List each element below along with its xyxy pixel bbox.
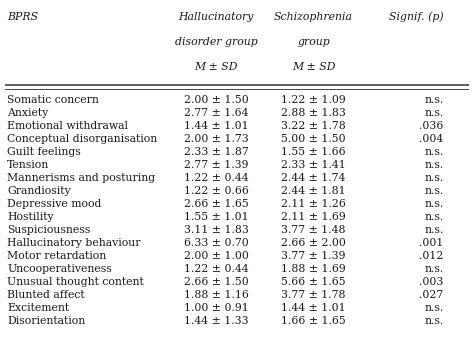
Text: 3.11 ± 1.83: 3.11 ± 1.83 (183, 225, 248, 235)
Text: 2.66 ± 1.65: 2.66 ± 1.65 (184, 199, 248, 209)
Text: 1.22 ± 1.09: 1.22 ± 1.09 (281, 95, 346, 105)
Text: Grandiosity: Grandiosity (7, 186, 71, 196)
Text: BPRS: BPRS (7, 12, 38, 22)
Text: .001: .001 (419, 238, 444, 248)
Text: Signif. (p): Signif. (p) (389, 12, 444, 22)
Text: Depressive mood: Depressive mood (7, 199, 101, 209)
Text: 1.44 ± 1.33: 1.44 ± 1.33 (184, 316, 248, 326)
Text: n.s.: n.s. (424, 303, 444, 313)
Text: 2.44 ± 1.74: 2.44 ± 1.74 (282, 173, 346, 183)
Text: Somatic concern: Somatic concern (7, 95, 99, 105)
Text: Suspiciousness: Suspiciousness (7, 225, 91, 235)
Text: n.s.: n.s. (424, 173, 444, 183)
Text: Mannerisms and posturing: Mannerisms and posturing (7, 173, 155, 183)
Text: Anxiety: Anxiety (7, 108, 48, 118)
Text: 2.33 ± 1.87: 2.33 ± 1.87 (184, 147, 248, 157)
Text: 2.66 ± 1.50: 2.66 ± 1.50 (184, 277, 248, 287)
Text: .004: .004 (419, 134, 444, 144)
Text: 1.55 ± 1.01: 1.55 ± 1.01 (184, 212, 248, 222)
Text: 1.00 ± 0.91: 1.00 ± 0.91 (184, 303, 248, 313)
Text: Guilt feelings: Guilt feelings (7, 147, 81, 157)
Text: 1.22 ± 0.44: 1.22 ± 0.44 (184, 264, 248, 274)
Text: Uncooperativeness: Uncooperativeness (7, 264, 112, 274)
Text: 3.22 ± 1.78: 3.22 ± 1.78 (281, 121, 346, 131)
Text: 2.00 ± 1.50: 2.00 ± 1.50 (184, 95, 248, 105)
Text: 5.00 ± 1.50: 5.00 ± 1.50 (282, 134, 346, 144)
Text: Blunted affect: Blunted affect (7, 290, 85, 300)
Text: 1.44 ± 1.01: 1.44 ± 1.01 (184, 121, 248, 131)
Text: Tension: Tension (7, 160, 49, 170)
Text: n.s.: n.s. (424, 147, 444, 157)
Text: disorder group: disorder group (175, 37, 257, 46)
Text: 2.77 ± 1.64: 2.77 ± 1.64 (184, 108, 248, 118)
Text: 1.88 ± 1.69: 1.88 ± 1.69 (281, 264, 346, 274)
Text: 2.00 ± 1.00: 2.00 ± 1.00 (183, 251, 248, 261)
Text: 2.33 ± 1.41: 2.33 ± 1.41 (281, 160, 346, 170)
Text: n.s.: n.s. (424, 212, 444, 222)
Text: Motor retardation: Motor retardation (7, 251, 106, 261)
Text: M ± SD: M ± SD (292, 62, 336, 72)
Text: 1.22 ± 0.66: 1.22 ± 0.66 (183, 186, 248, 196)
Text: 2.00 ± 1.73: 2.00 ± 1.73 (184, 134, 248, 144)
Text: 3.77 ± 1.39: 3.77 ± 1.39 (282, 251, 346, 261)
Text: 6.33 ± 0.70: 6.33 ± 0.70 (184, 238, 248, 248)
Text: .027: .027 (419, 290, 444, 300)
Text: Hallucinatory: Hallucinatory (178, 12, 254, 22)
Text: n.s.: n.s. (424, 199, 444, 209)
Text: .003: .003 (419, 277, 444, 287)
Text: M ± SD: M ± SD (194, 62, 238, 72)
Text: 2.11 ± 1.69: 2.11 ± 1.69 (281, 212, 346, 222)
Text: 1.88 ± 1.16: 1.88 ± 1.16 (183, 290, 248, 300)
Text: 1.22 ± 0.44: 1.22 ± 0.44 (184, 173, 248, 183)
Text: 1.66 ± 1.65: 1.66 ± 1.65 (281, 316, 346, 326)
Text: group: group (297, 37, 330, 46)
Text: Conceptual disorganisation: Conceptual disorganisation (7, 134, 157, 144)
Text: 3.77 ± 1.48: 3.77 ± 1.48 (282, 225, 346, 235)
Text: Disorientation: Disorientation (7, 316, 85, 326)
Text: Hostility: Hostility (7, 212, 54, 222)
Text: Emotional withdrawal: Emotional withdrawal (7, 121, 128, 131)
Text: n.s.: n.s. (424, 160, 444, 170)
Text: n.s.: n.s. (424, 316, 444, 326)
Text: 2.11 ± 1.26: 2.11 ± 1.26 (281, 199, 346, 209)
Text: n.s.: n.s. (424, 108, 444, 118)
Text: .036: .036 (419, 121, 444, 131)
Text: n.s.: n.s. (424, 225, 444, 235)
Text: Excitement: Excitement (7, 303, 69, 313)
Text: 2.44 ± 1.81: 2.44 ± 1.81 (282, 186, 346, 196)
Text: 1.55 ± 1.66: 1.55 ± 1.66 (282, 147, 346, 157)
Text: 2.66 ± 2.00: 2.66 ± 2.00 (281, 238, 346, 248)
Text: n.s.: n.s. (424, 95, 444, 105)
Text: 2.88 ± 1.83: 2.88 ± 1.83 (281, 108, 346, 118)
Text: 3.77 ± 1.78: 3.77 ± 1.78 (282, 290, 346, 300)
Text: .012: .012 (419, 251, 444, 261)
Text: n.s.: n.s. (424, 264, 444, 274)
Text: Schizophrenia: Schizophrenia (274, 12, 353, 22)
Text: Hallucinatory behaviour: Hallucinatory behaviour (7, 238, 141, 248)
Text: 2.77 ± 1.39: 2.77 ± 1.39 (184, 160, 248, 170)
Text: Unusual thought content: Unusual thought content (7, 277, 144, 287)
Text: n.s.: n.s. (424, 186, 444, 196)
Text: 1.44 ± 1.01: 1.44 ± 1.01 (282, 303, 346, 313)
Text: 5.66 ± 1.65: 5.66 ± 1.65 (282, 277, 346, 287)
